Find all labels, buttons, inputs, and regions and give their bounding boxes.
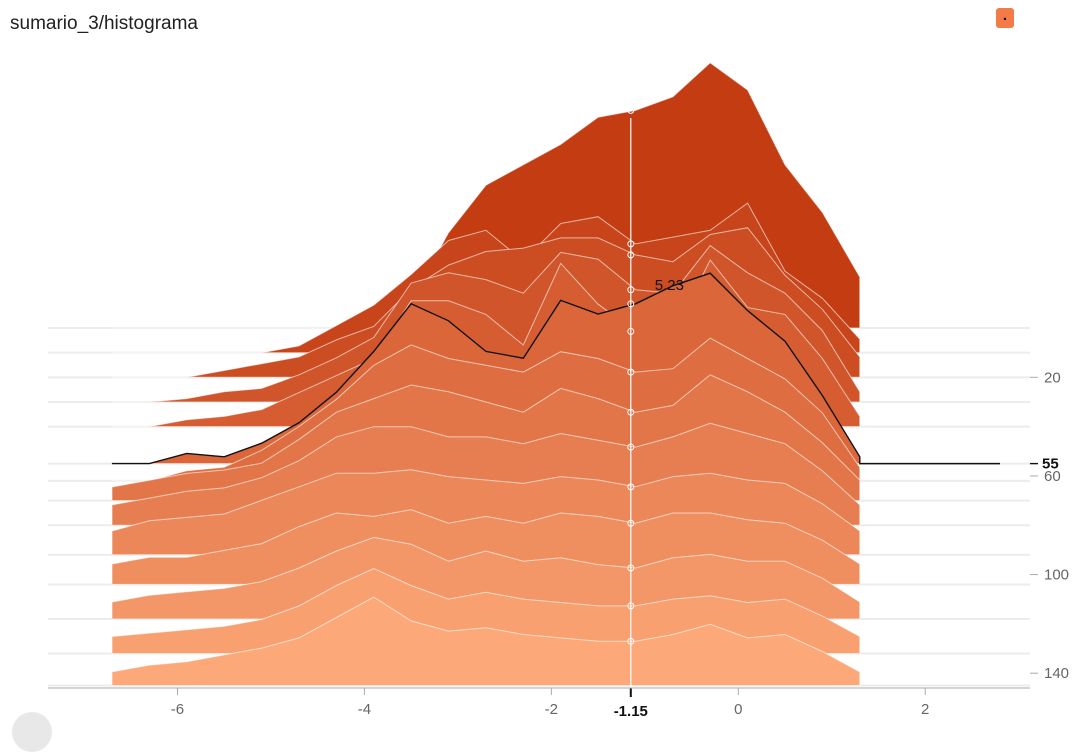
- hover-dot: [627, 443, 635, 451]
- hover-dot: [627, 408, 635, 416]
- x-tick-label: -6: [171, 701, 184, 718]
- step-tick-label: 140: [1044, 665, 1069, 682]
- x-tick-label: 2: [921, 701, 929, 718]
- step-axis: 20 60 100 140: [1030, 369, 1069, 682]
- hover-step-label: 55: [1042, 456, 1059, 473]
- x-axis: -6 -4 -2 0 2: [48, 687, 1030, 718]
- histogram-step-132: [111, 567, 861, 654]
- hover-dot: [627, 483, 635, 491]
- hover-dot: [627, 564, 635, 572]
- corner-button[interactable]: [12, 712, 52, 752]
- hover-value-label: 5.23: [655, 277, 684, 294]
- step-tick-label: 60: [1044, 468, 1061, 485]
- hover-dot: [627, 240, 635, 248]
- hover-dot: [627, 106, 635, 114]
- hover-dot: [627, 602, 635, 610]
- step-tick-label: 100: [1044, 567, 1069, 584]
- hover-outline: [111, 272, 1000, 465]
- hover-overlay: 5.23 55 -1.15: [111, 106, 1059, 720]
- hover-dot: [627, 637, 635, 645]
- histogram-step-118: [111, 536, 861, 620]
- x-tick-label: 0: [734, 701, 742, 718]
- hover-dot: [627, 327, 635, 335]
- hover-x-label: -1.15: [614, 703, 648, 720]
- hover-dot: [627, 368, 635, 376]
- chart-title: sumario_3/histograma: [10, 13, 198, 34]
- histogram-step-145: [111, 596, 861, 686]
- hover-dot: [627, 300, 635, 308]
- hover-dot: [627, 286, 635, 294]
- hover-dot: [627, 519, 635, 527]
- histogram-chart[interactable]: 5.23 55 -1.15 -6 -4 -2 0 2 20 60 100 140: [0, 0, 1079, 727]
- step-tick-label: 20: [1044, 369, 1061, 386]
- x-tick-label: -4: [358, 701, 371, 718]
- x-tick-label: -2: [545, 701, 558, 718]
- histogram-layers: [48, 62, 1030, 687]
- hover-dot: [627, 251, 635, 259]
- legend-swatch[interactable]: .: [996, 8, 1014, 28]
